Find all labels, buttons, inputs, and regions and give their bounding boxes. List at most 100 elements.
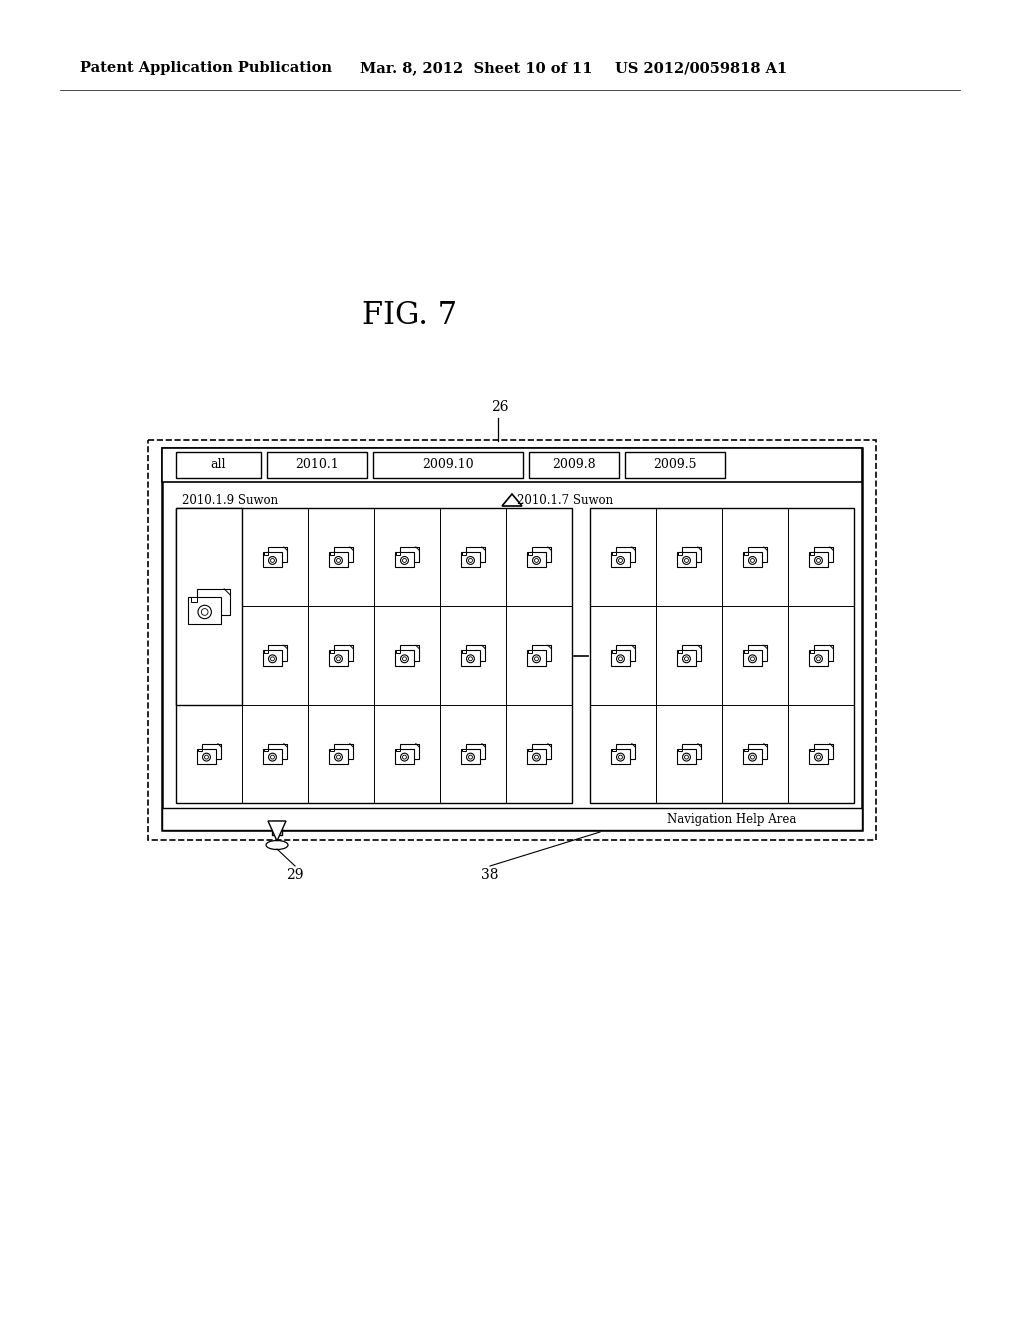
Circle shape	[532, 557, 541, 565]
Bar	[334, 546, 353, 562]
Circle shape	[337, 558, 340, 562]
Text: 38: 38	[481, 869, 499, 882]
Circle shape	[202, 609, 208, 615]
Circle shape	[751, 558, 755, 562]
Bar	[466, 743, 485, 759]
Bar	[810, 651, 814, 653]
Bar	[529, 451, 618, 478]
Text: 2010.1.9 Suwon: 2010.1.9 Suwon	[182, 494, 279, 507]
Bar	[461, 748, 480, 764]
Circle shape	[469, 755, 472, 759]
Bar	[677, 748, 696, 764]
Bar	[809, 651, 828, 665]
Circle shape	[270, 558, 274, 562]
Bar	[162, 447, 862, 830]
Bar	[590, 508, 854, 803]
Circle shape	[467, 557, 474, 565]
Text: 2010.1: 2010.1	[295, 458, 339, 471]
Bar	[531, 645, 551, 661]
Bar	[373, 451, 523, 478]
Text: 26: 26	[492, 400, 509, 414]
Text: 2009.5: 2009.5	[653, 458, 696, 471]
Bar	[677, 552, 696, 568]
Bar	[612, 748, 616, 751]
Circle shape	[618, 558, 623, 562]
Bar	[331, 651, 334, 653]
Bar	[394, 748, 415, 764]
Bar	[528, 651, 532, 653]
Circle shape	[203, 754, 210, 762]
Circle shape	[749, 754, 757, 762]
Bar	[331, 552, 334, 554]
Circle shape	[469, 657, 472, 661]
Circle shape	[683, 557, 690, 565]
Circle shape	[335, 655, 342, 663]
Text: Patent Application Publication: Patent Application Publication	[80, 61, 332, 75]
Circle shape	[535, 558, 539, 562]
Text: Navigation Help Area: Navigation Help Area	[668, 813, 797, 825]
Bar	[612, 651, 616, 653]
Bar	[264, 651, 268, 653]
Bar	[531, 546, 551, 562]
Bar	[329, 748, 348, 764]
Circle shape	[469, 558, 472, 562]
Bar	[462, 552, 466, 554]
Polygon shape	[268, 821, 286, 841]
Text: 2009.8: 2009.8	[552, 458, 596, 471]
Circle shape	[268, 754, 276, 762]
Bar	[809, 552, 828, 568]
Bar	[267, 645, 288, 661]
Text: 2009.10: 2009.10	[422, 458, 474, 471]
Bar	[197, 748, 216, 764]
Bar	[199, 748, 202, 751]
Text: Mar. 8, 2012  Sheet 10 of 11: Mar. 8, 2012 Sheet 10 of 11	[360, 61, 593, 75]
Bar	[176, 606, 241, 607]
Bar	[742, 552, 762, 568]
Circle shape	[402, 657, 407, 661]
Bar	[615, 743, 635, 759]
Bar	[678, 651, 682, 653]
Bar	[810, 552, 814, 554]
Bar	[742, 651, 762, 665]
Bar	[399, 645, 419, 661]
Bar	[148, 440, 876, 840]
Circle shape	[335, 557, 342, 565]
Bar	[748, 743, 767, 759]
Circle shape	[618, 657, 623, 661]
Bar	[528, 552, 532, 554]
Bar	[526, 552, 546, 568]
Bar	[263, 651, 283, 665]
Bar	[267, 546, 288, 562]
Bar	[625, 451, 725, 478]
Bar	[678, 748, 682, 751]
Bar	[466, 546, 485, 562]
Bar	[809, 748, 828, 764]
Bar	[810, 748, 814, 751]
Circle shape	[400, 655, 409, 663]
Bar	[526, 651, 546, 665]
Bar	[396, 748, 400, 751]
Bar	[331, 748, 334, 751]
Circle shape	[616, 754, 625, 762]
Circle shape	[532, 655, 541, 663]
Bar	[334, 743, 353, 759]
Bar	[462, 651, 466, 653]
Circle shape	[684, 755, 688, 759]
Bar	[329, 651, 348, 665]
Ellipse shape	[266, 841, 288, 850]
Circle shape	[402, 755, 407, 759]
Text: FIG. 7: FIG. 7	[362, 300, 458, 330]
Circle shape	[616, 557, 625, 565]
Polygon shape	[502, 494, 522, 506]
Bar	[615, 645, 635, 661]
Bar	[197, 589, 230, 615]
Circle shape	[467, 655, 474, 663]
Circle shape	[684, 657, 688, 661]
Text: 29: 29	[287, 869, 304, 882]
Circle shape	[467, 754, 474, 762]
Bar	[612, 552, 616, 554]
Bar	[162, 808, 862, 830]
Bar	[176, 451, 261, 478]
Circle shape	[400, 754, 409, 762]
Circle shape	[268, 655, 276, 663]
